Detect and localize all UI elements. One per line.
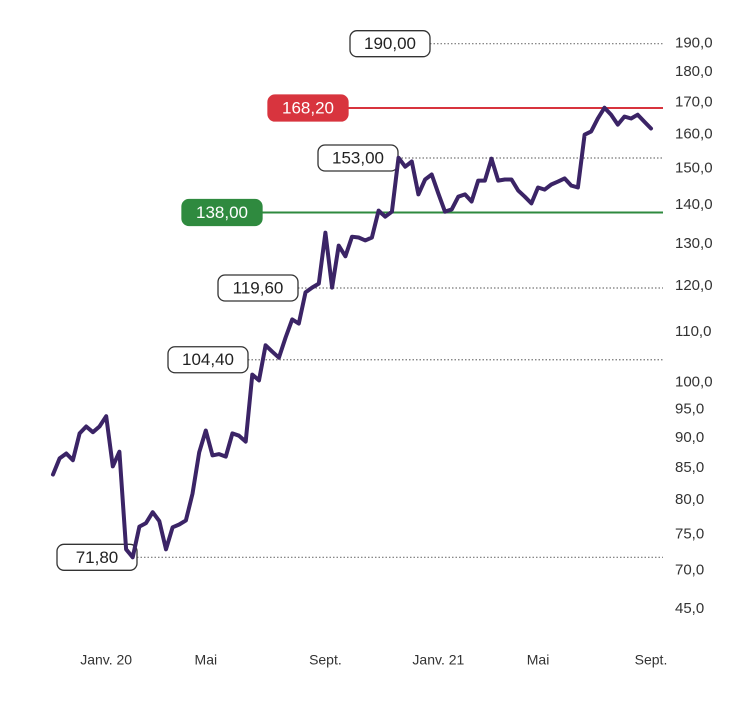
reference-label-box [217, 274, 299, 302]
x-tick-label: Mai [195, 652, 218, 668]
price-line [51, 105, 653, 560]
x-tick-label: Janv. 21 [412, 652, 464, 668]
reference-label: 168,20 [282, 99, 334, 118]
y-tick-label: 140,0 [675, 196, 713, 213]
y-tick-label: 150,0 [675, 159, 713, 176]
x-tick-label: Sept. [635, 652, 668, 668]
y-tick-label: 170,0 [675, 93, 713, 110]
reference-label: 153,00 [332, 149, 384, 168]
reference-label-box [349, 30, 431, 58]
x-tick-label: Janv. 20 [80, 652, 132, 668]
reference-label-box [267, 94, 349, 122]
y-tick-label: 85,0 [675, 459, 704, 476]
x-tick-label: Mai [527, 652, 550, 668]
reference-label-box [56, 543, 138, 571]
y-tick-label: 160,0 [675, 125, 713, 142]
y-tick-label: 80,0 [675, 491, 704, 508]
y-tick-label: 75,0 [675, 525, 704, 542]
reference-label-box [167, 346, 249, 374]
y-tick-label: 70,0 [675, 562, 704, 579]
reference-label: 138,00 [196, 203, 248, 222]
x-tick-label: Sept. [309, 652, 342, 668]
y-tick-label: 120,0 [675, 277, 713, 294]
y-tick-label: 100,0 [675, 373, 713, 390]
y-tick-label: 130,0 [675, 235, 713, 252]
reference-label: 71,80 [76, 548, 119, 567]
y-tick-label: 45,0 [675, 600, 704, 617]
reference-label-box [181, 198, 263, 227]
y-tick-label: 110,0 [675, 323, 711, 340]
reference-label: 104,40 [182, 350, 234, 369]
y-tick-label: 95,0 [675, 400, 704, 417]
reference-label: 190,00 [364, 34, 416, 53]
y-tick-label: 190,0 [675, 35, 713, 52]
reference-label: 119,60 [233, 278, 284, 297]
y-tick-label: 180,0 [675, 63, 713, 80]
y-tick-label: 90,0 [675, 429, 704, 446]
